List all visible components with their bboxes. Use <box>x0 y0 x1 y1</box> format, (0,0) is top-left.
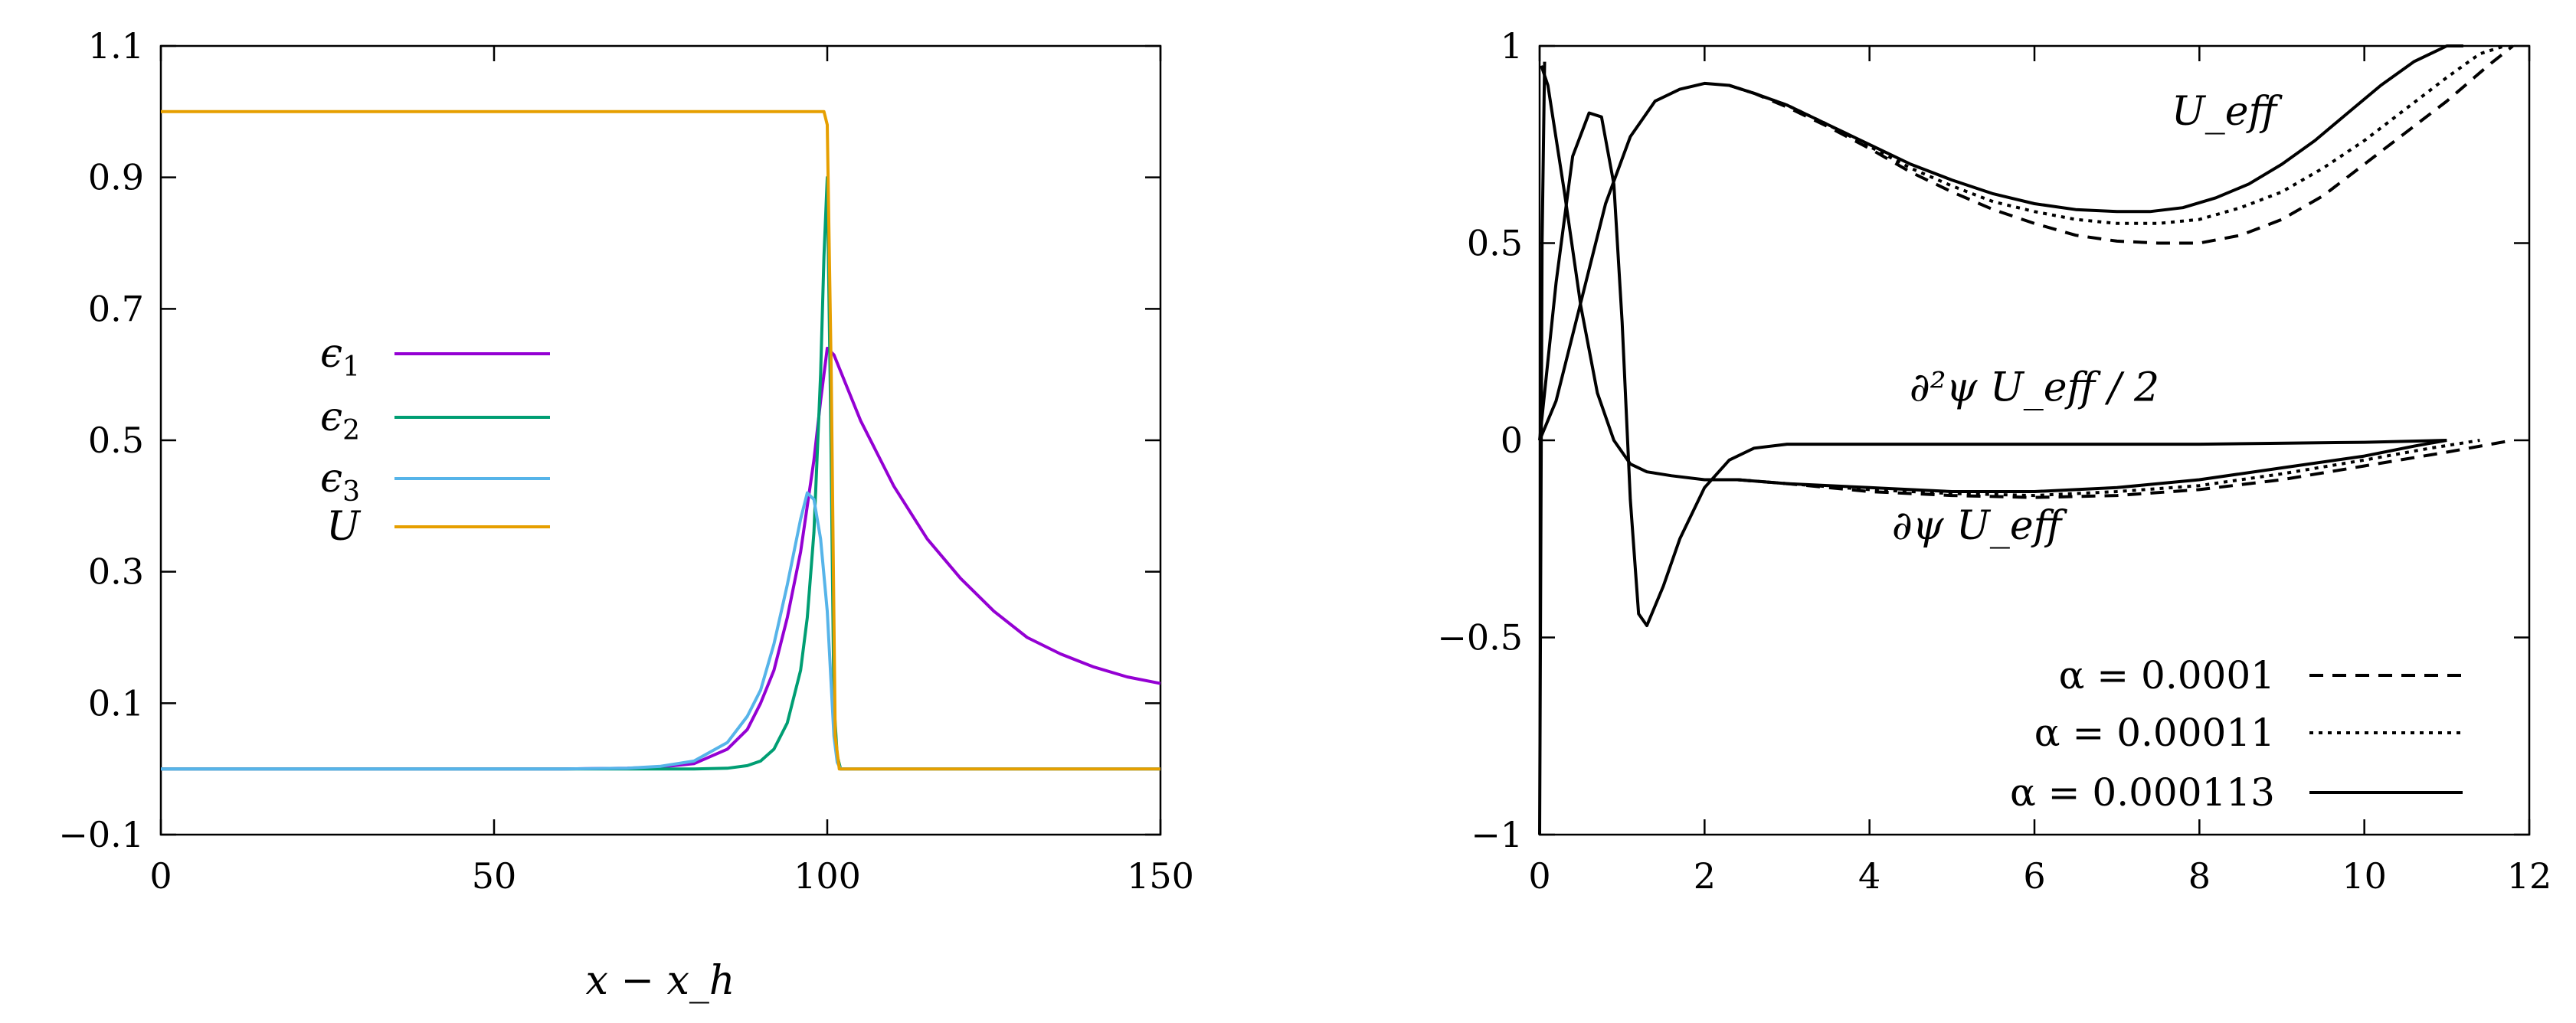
right-y-tick-label: 0.5 <box>1467 223 1523 264</box>
left-series-line-1 <box>161 346 1161 771</box>
right-annotation-2: ∂²ψ U_eff / 2 <box>1910 365 2159 411</box>
right-x-tick-label: 12 <box>2507 855 2552 897</box>
right-series-3-curve-1 <box>1728 44 2514 245</box>
left-legend-label: U <box>326 504 362 550</box>
right-series-1-curve-2 <box>1540 65 2447 493</box>
left-x-tick-label: 100 <box>794 855 861 897</box>
left-y-tick-label: 1.1 <box>88 25 144 67</box>
left-y-tick-label: 0.1 <box>88 682 144 724</box>
left-y-tick-label: 0.3 <box>88 551 144 593</box>
right-series-group <box>1538 44 2514 835</box>
right-series-2-curve-1 <box>1728 44 2506 225</box>
left-legend-subscript: 3 <box>342 476 360 508</box>
right-series-1-curve-3 <box>1538 111 2447 627</box>
right-legend-label: α = 0.00011 <box>2034 711 2275 755</box>
left-legend-subscript: 1 <box>342 351 360 383</box>
right-annotation-3: ∂ψ U_eff <box>1892 503 2068 549</box>
right-x-tick-label: 6 <box>2023 855 2045 897</box>
left-plot-frame <box>159 44 1162 836</box>
left-series-line-2 <box>161 175 1160 771</box>
right-x-tick-label: 8 <box>2188 855 2211 897</box>
left-y-tick-label: −0.1 <box>58 814 144 855</box>
left-y-tick-label: 0.7 <box>88 288 144 329</box>
right-x-tick-label: 2 <box>1694 855 1716 897</box>
right-y-tick-label: 0 <box>1501 420 1523 461</box>
right-annotation-1: U_eff <box>2172 89 2283 135</box>
right-annotations: U_eff ∂²ψ U_eff / 2 ∂ψ U_eff <box>1892 89 2283 549</box>
left-legend-label: ϵ3 <box>320 456 360 508</box>
right-x-tick-label: 10 <box>2342 855 2387 897</box>
left-legend-subscript: 2 <box>342 415 360 446</box>
left-y-tick-label: 0.5 <box>88 420 144 461</box>
right-legend-label: α = 0.000113 <box>2010 770 2275 815</box>
right-legend-label: α = 0.0001 <box>2059 653 2275 698</box>
left-series-group <box>161 109 1161 771</box>
left-y-tick-label: 0.9 <box>88 157 144 198</box>
left-x-tick-label: 0 <box>149 855 172 897</box>
right-y-tick-label: 1 <box>1501 25 1523 67</box>
left-x-axis-label: x − x_h <box>586 958 735 1004</box>
right-x-tick-label: 0 <box>1528 855 1550 897</box>
left-legend-label: ϵ2 <box>320 394 360 446</box>
right-x-tick-label: 4 <box>1858 855 1880 897</box>
left-series-line-3 <box>161 491 1160 771</box>
left-x-tick-label: 150 <box>1127 855 1194 897</box>
right-legend: α = 0.0001 α = 0.00011 α = 0.000113 <box>2010 653 2463 815</box>
left-ticks: 0 50 100 150 −0.1 0.1 0.3 0.5 0.7 0.9 1.1 <box>58 25 1194 897</box>
right-series-3-curve-2 <box>1737 439 2513 499</box>
left-legend-label: ϵ1 <box>320 331 360 383</box>
right-y-tick-label: −1 <box>1471 814 1523 855</box>
right-series-1-curve-4 <box>1538 61 1547 835</box>
left-legend: ϵ1 ϵ2 ϵ3U <box>320 331 550 550</box>
right-ticks: 0 2 4 6 8 10 12 −1 −0.5 0 0.5 1 <box>1437 25 2551 897</box>
left-chart: 0 50 100 150−0.10.10.30.50.70.91.1 ϵ1ϵ2ϵ3U … <box>58 25 1194 1004</box>
left-x-tick-label: 50 <box>472 855 517 897</box>
right-chart: 0 2 4 6 8 10 12 −1 −0.5 0 0.5 1 U_eff ∂²ψ U_eff / 2 ∂… <box>1437 25 2551 897</box>
right-y-tick-label: −0.5 <box>1437 617 1523 659</box>
left-series-line-4 <box>161 109 1160 771</box>
right-series-1-curve-1 <box>1538 44 2463 441</box>
